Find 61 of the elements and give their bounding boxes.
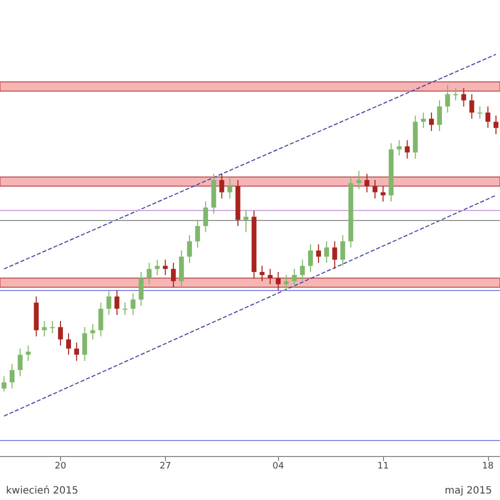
- candlestick: [420, 112, 426, 128]
- candlestick: [372, 180, 378, 199]
- candlestick: [2, 376, 6, 392]
- candlestick: [187, 234, 192, 264]
- candlestick: [445, 84, 450, 114]
- candlestick: [268, 268, 273, 285]
- candlestick: [50, 320, 55, 334]
- candlestick: [244, 210, 248, 233]
- candlestick: [356, 170, 362, 190]
- candlestick: [203, 200, 208, 233]
- candlestick: [82, 326, 88, 362]
- candlestick: [292, 268, 297, 288]
- candlestick: [90, 324, 96, 340]
- candlestick: [74, 342, 80, 362]
- candlestick: [154, 259, 160, 276]
- candlestick: [162, 259, 168, 276]
- candlestick: [469, 94, 474, 120]
- candlestick: [170, 262, 176, 288]
- candlestick: [219, 173, 224, 199]
- candlestick: [114, 290, 120, 316]
- candlestick: [308, 244, 313, 272]
- candlestick: [485, 106, 490, 128]
- candlestick: [276, 271, 281, 291]
- candlestick: [26, 345, 31, 362]
- text: kwiecień 2015: [6, 484, 78, 496]
- candlestick: [453, 88, 458, 101]
- candlestick: [316, 244, 321, 264]
- text: maj 2015: [444, 486, 492, 496]
- candlestick: [332, 240, 338, 270]
- x-tick-label: 18: [482, 462, 494, 472]
- candlestick: [429, 112, 434, 132]
- candlestick: [260, 265, 265, 282]
- candlestick: [98, 302, 104, 337]
- candlestick: [404, 140, 410, 160]
- candlestick: [130, 292, 136, 316]
- candlestick: [380, 186, 386, 202]
- candlestick: [284, 274, 289, 291]
- x-tick-label: 27: [160, 462, 172, 472]
- candlestick: [138, 271, 144, 306]
- candlestick: [364, 173, 370, 193]
- candlestick: [461, 88, 466, 107]
- candlestick: [122, 302, 128, 316]
- candlestick: [300, 259, 305, 282]
- candlestick: [42, 320, 47, 337]
- candlestick: [396, 140, 402, 156]
- candlestick: [10, 363, 15, 389]
- candlestick: [146, 262, 152, 285]
- candlestick: [324, 240, 330, 264]
- x-tick-label: 04: [272, 462, 284, 472]
- candlestick: [18, 348, 23, 377]
- candlestick: [477, 106, 482, 120]
- candlestick: [58, 320, 63, 346]
- candlestick: [195, 219, 200, 248]
- candlestick: [227, 176, 232, 199]
- x-tick-label: 11: [377, 462, 389, 472]
- candlestick: [494, 115, 498, 135]
- candlestick: [340, 234, 346, 266]
- x-tick-label: 20: [54, 462, 66, 472]
- candlestick: [66, 332, 71, 356]
- candlestick: [437, 100, 442, 132]
- candlestick: [106, 290, 112, 316]
